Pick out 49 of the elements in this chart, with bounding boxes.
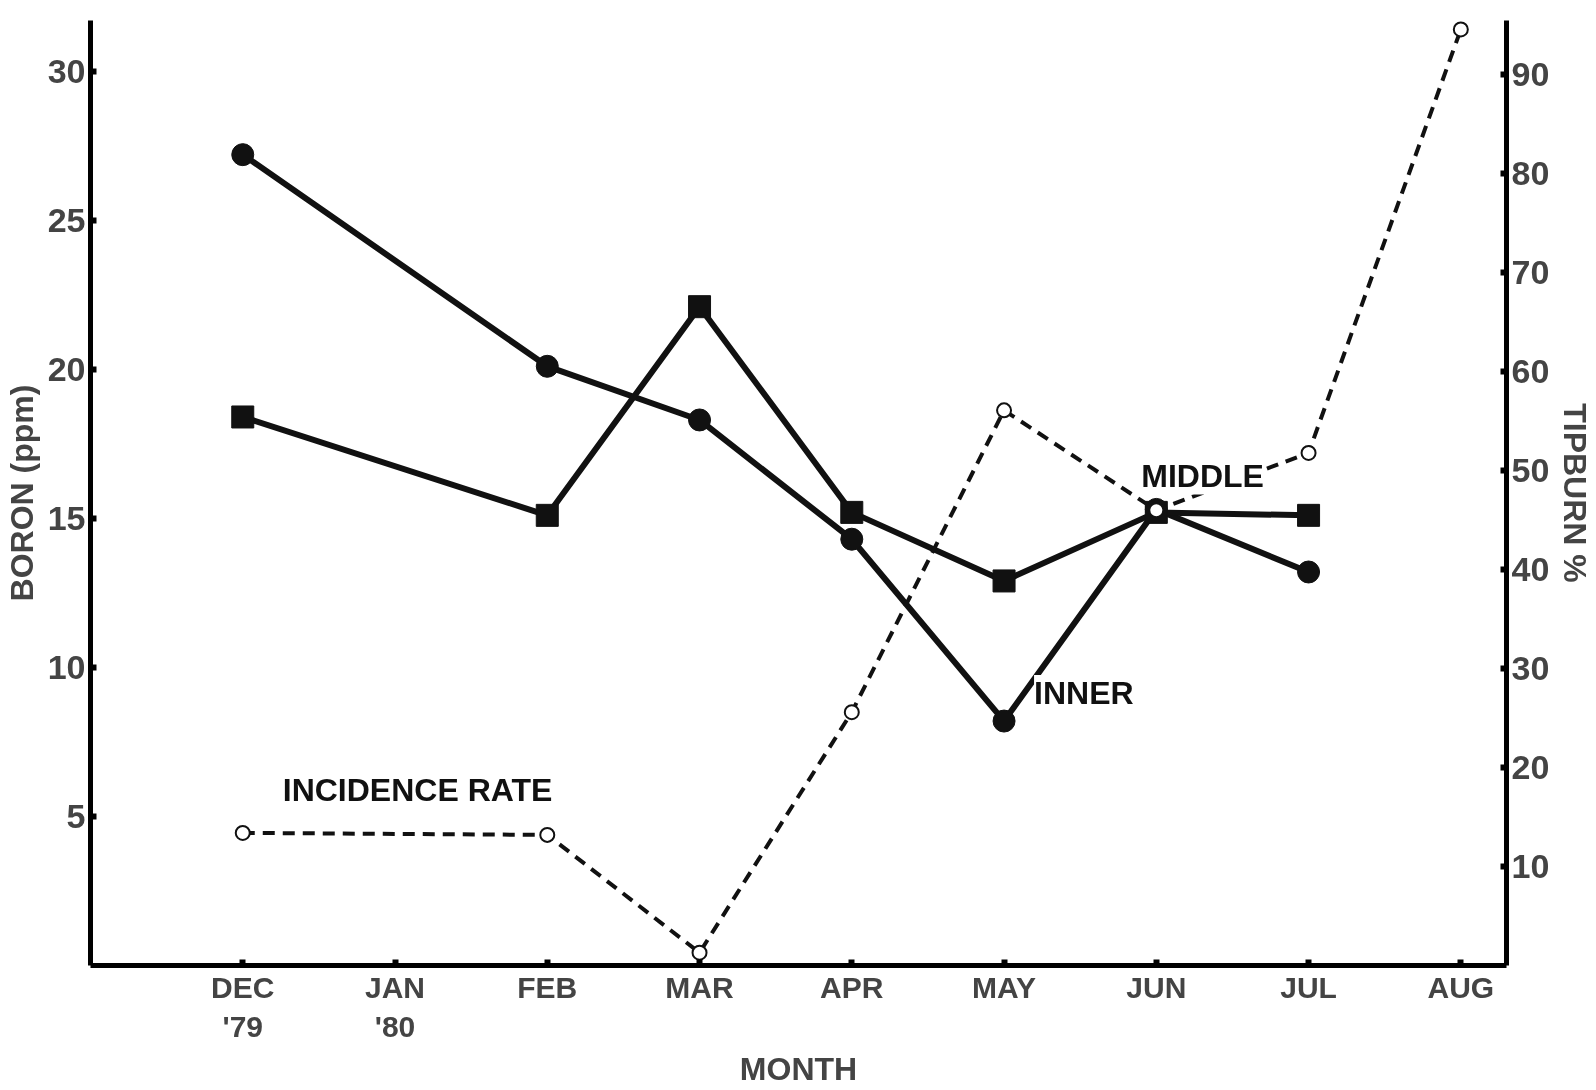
- y-tick-label: 10: [47, 647, 86, 686]
- y-tick-label: 15: [47, 498, 86, 537]
- point: [691, 944, 708, 961]
- point: [688, 295, 712, 319]
- point: [992, 709, 1016, 733]
- y-tick-label: 25: [47, 200, 86, 239]
- y2-axis-title: TIPBURN %: [1557, 403, 1594, 583]
- x-tick-label: MAR: [665, 970, 735, 1004]
- point: [231, 405, 255, 429]
- y-tick-label: 5: [66, 796, 86, 835]
- point: [1452, 21, 1469, 38]
- point: [688, 408, 712, 432]
- series-label: INNER: [1034, 675, 1134, 712]
- y-axis-title: BORON (ppm): [3, 384, 40, 602]
- y2-tick-label: 70: [1511, 253, 1550, 292]
- point: [992, 569, 1016, 593]
- y2-tick-label: 40: [1511, 550, 1550, 589]
- point: [535, 354, 559, 378]
- x-axis-title: MONTH: [739, 1051, 858, 1088]
- point: [1300, 444, 1317, 461]
- x-tick-label: JAN '80: [365, 970, 426, 1044]
- point: [539, 826, 556, 843]
- y2-tick-label: 20: [1511, 748, 1550, 787]
- point: [840, 527, 864, 551]
- y2-tick-label: 50: [1511, 451, 1550, 490]
- series-label: MIDDLE: [1141, 458, 1264, 495]
- x-tick-label: MAY: [972, 970, 1037, 1004]
- y2-tick-label: 60: [1511, 352, 1550, 391]
- point: [843, 704, 860, 721]
- point: [996, 402, 1013, 419]
- x-tick-label: JUN: [1126, 970, 1187, 1004]
- point: [535, 503, 559, 527]
- point: [840, 500, 864, 524]
- x-tick-label: DEC '79: [211, 970, 275, 1044]
- y2-tick-label: 80: [1511, 154, 1550, 193]
- y2-tick-label: 10: [1511, 847, 1550, 886]
- x-tick-label: FEB: [517, 970, 578, 1004]
- y2-tick-label: 90: [1511, 55, 1550, 94]
- point: [1297, 503, 1321, 527]
- y2-tick-label: 30: [1511, 649, 1550, 688]
- point: [234, 824, 251, 841]
- point: [231, 143, 255, 167]
- point: [1297, 560, 1321, 584]
- x-tick-label: APR: [820, 970, 884, 1004]
- y-tick-label: 20: [47, 349, 86, 388]
- x-tick-label: AUG: [1427, 970, 1495, 1004]
- series-label: INCIDENCE RATE: [282, 771, 553, 808]
- x-tick-label: JUL: [1280, 970, 1337, 1004]
- y-tick-label: 30: [47, 51, 86, 90]
